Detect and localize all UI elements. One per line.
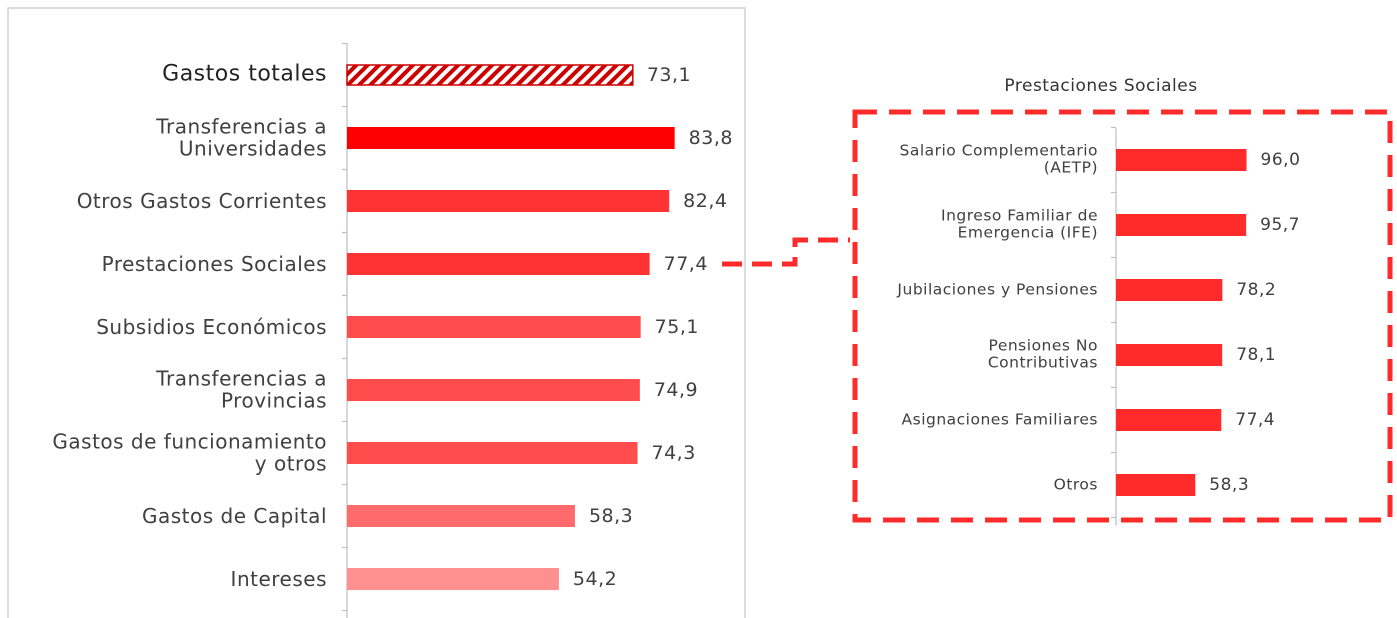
bar (1116, 344, 1223, 366)
category-label: Salario Complementario (AETP) (899, 141, 1098, 177)
value-label: 77,4 (663, 253, 708, 275)
bar (1116, 409, 1222, 431)
bar (347, 253, 650, 275)
bar (347, 379, 640, 401)
value-label: 58,3 (588, 505, 634, 527)
category-label: Prestaciones Sociales (101, 251, 327, 276)
callout-box (852, 109, 1393, 523)
bar (347, 442, 638, 464)
category-label: Transferencias a Provincias (156, 366, 327, 413)
value-label: 95,7 (1260, 215, 1300, 235)
category-label: Jubilaciones y Pensiones (897, 280, 1098, 299)
category-label: Intereses (230, 566, 327, 591)
category-label: Subsidios Económicos (96, 314, 327, 339)
value-label: 77,4 (1235, 410, 1276, 430)
bar (1116, 279, 1223, 301)
bar (347, 190, 670, 212)
value-label: 78,1 (1236, 345, 1277, 365)
inset-title: Prestaciones Sociales (1004, 76, 1197, 96)
bar (347, 505, 575, 527)
category-label: Gastos de funcionamiento y otros (52, 429, 327, 476)
category-label: Transferencias a Universidades (156, 114, 327, 161)
value-label: 54,2 (572, 568, 618, 590)
category-label: Gastos de Capital (141, 503, 327, 528)
value-label: 58,3 (1209, 475, 1250, 495)
bar (1116, 149, 1247, 171)
bar (1116, 214, 1247, 236)
value-label: 83,8 (688, 127, 733, 149)
bar (346, 64, 634, 86)
bar (347, 316, 641, 338)
category-label: Pensiones No Contributivas (987, 336, 1098, 372)
value-label: 73,1 (646, 64, 692, 86)
bar (347, 127, 675, 149)
value-label: 74,9 (653, 379, 699, 401)
category-label: Ingreso Familiar de Emergencia (IFE) (941, 206, 1098, 242)
category-label: Otros (1053, 475, 1098, 494)
value-label: 74,3 (651, 442, 696, 464)
category-label: Otros Gastos Corrientes (76, 188, 327, 213)
bar (347, 568, 559, 590)
value-label: 75,1 (654, 316, 699, 338)
value-label: 82,4 (683, 190, 728, 212)
value-label: 78,2 (1236, 280, 1277, 300)
bar (1116, 474, 1196, 496)
category-label: Asignaciones Familiares (901, 410, 1098, 429)
chart-frame (7, 7, 746, 618)
value-label: 96,0 (1260, 150, 1301, 170)
category-label: Gastos totales (162, 61, 327, 87)
callout-connector (722, 237, 850, 267)
